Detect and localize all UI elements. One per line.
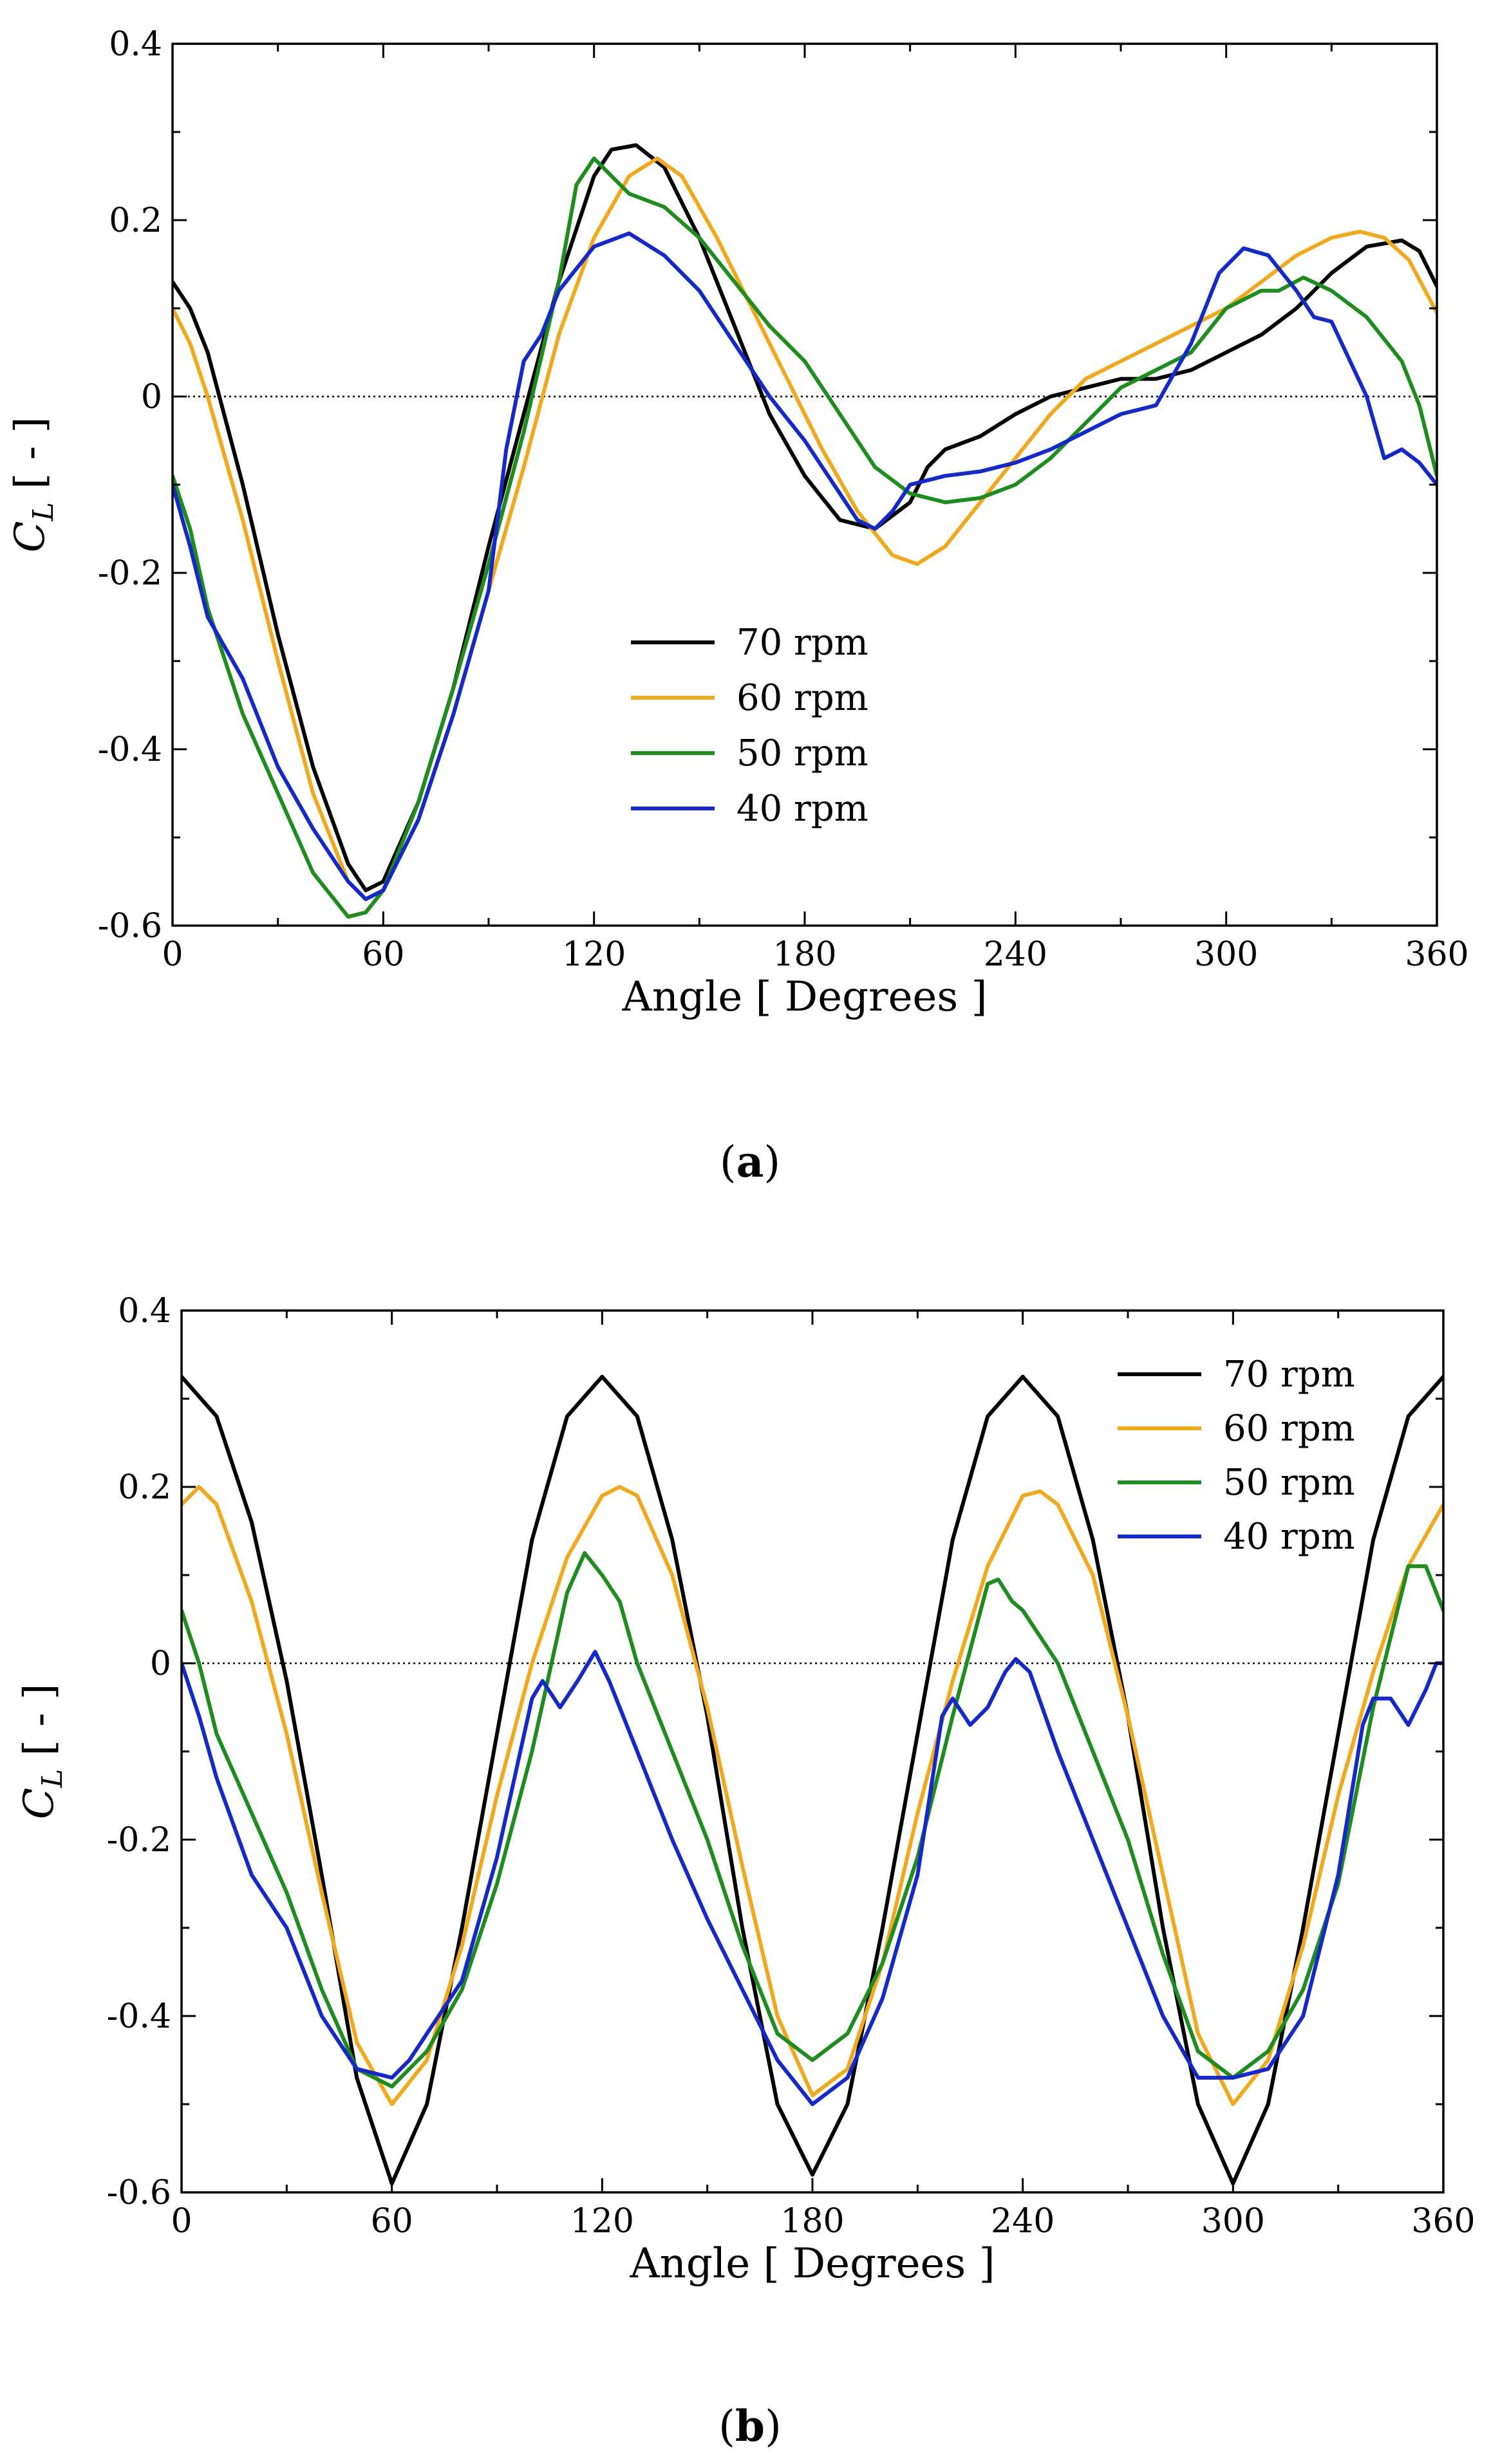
y-axis-label: CL [ - ] — [15, 1684, 69, 1820]
x-tick-label: 180 — [773, 935, 836, 974]
x-tick-label: 0 — [162, 935, 183, 974]
x-tick-label: 300 — [1194, 935, 1258, 974]
y-tick-label: 0.2 — [109, 201, 162, 240]
y-tick-label: -0.6 — [98, 907, 162, 946]
x-tick-label: 180 — [780, 2202, 844, 2241]
x-tick-label: 120 — [570, 2202, 634, 2241]
y-tick-label: 0 — [150, 1645, 171, 1683]
series-line-40-rpm — [173, 231, 1437, 901]
legend-label: 40 rpm — [736, 788, 868, 830]
x-tick-label: 240 — [991, 2202, 1055, 2241]
x-tick-label: 120 — [562, 935, 626, 974]
x-axis-label: Angle [ Degrees ] — [629, 2240, 995, 2288]
x-axis-label: Angle [ Degrees ] — [621, 973, 987, 1021]
legend-label: 40 rpm — [1223, 1516, 1355, 1558]
y-tick-label: 0.4 — [118, 1292, 171, 1330]
series-line-50-rpm — [173, 156, 1437, 919]
legend-label: 60 rpm — [736, 677, 868, 719]
y-tick-label: 0.2 — [118, 1468, 171, 1507]
series-line-50-rpm — [182, 1551, 1443, 2089]
y-tick-label: 0 — [141, 378, 162, 416]
series-line-40-rpm — [182, 1650, 1443, 2106]
legend-label: 70 rpm — [1223, 1354, 1355, 1395]
series-line-70-rpm — [173, 143, 1437, 893]
series-line-60-rpm — [182, 1485, 1443, 2106]
y-tick-label: -0.4 — [98, 731, 162, 769]
y-tick-label: -0.4 — [107, 1997, 171, 2036]
x-tick-label: 300 — [1201, 2202, 1265, 2241]
x-tick-label: 240 — [984, 935, 1047, 974]
caption-a: (a) — [720, 1137, 780, 1187]
x-tick-label: 60 — [362, 935, 404, 974]
legend-label: 70 rpm — [736, 622, 868, 664]
x-tick-label: 360 — [1405, 935, 1468, 974]
caption-b: (b) — [718, 2401, 782, 2451]
x-tick-label: 360 — [1411, 2202, 1475, 2241]
y-tick-label: 0.4 — [109, 25, 162, 64]
legend-label: 50 rpm — [1223, 1462, 1355, 1504]
legend-label: 60 rpm — [1223, 1408, 1355, 1450]
chart-panel-b: 0 60 120 180 240 300 360 -0.6 -0.4 -0.2 0 0.2 0.4 Ang… — [15, 1292, 1476, 2288]
y-axis-label: CL [ - ] — [6, 417, 60, 553]
x-tick-label: 0 — [171, 2202, 192, 2241]
y-tick-label: -0.2 — [107, 1821, 171, 1860]
chart-panel-a: 0 60 120 180 240 300 360 -0.6 -0.4 -0.2 0 0.2 0.4 Ang… — [6, 25, 1469, 1021]
y-tick-label: -0.6 — [107, 2174, 171, 2212]
y-tick-label: -0.2 — [98, 554, 162, 593]
legend-label: 50 rpm — [736, 733, 868, 774]
x-tick-label: 60 — [371, 2202, 413, 2241]
